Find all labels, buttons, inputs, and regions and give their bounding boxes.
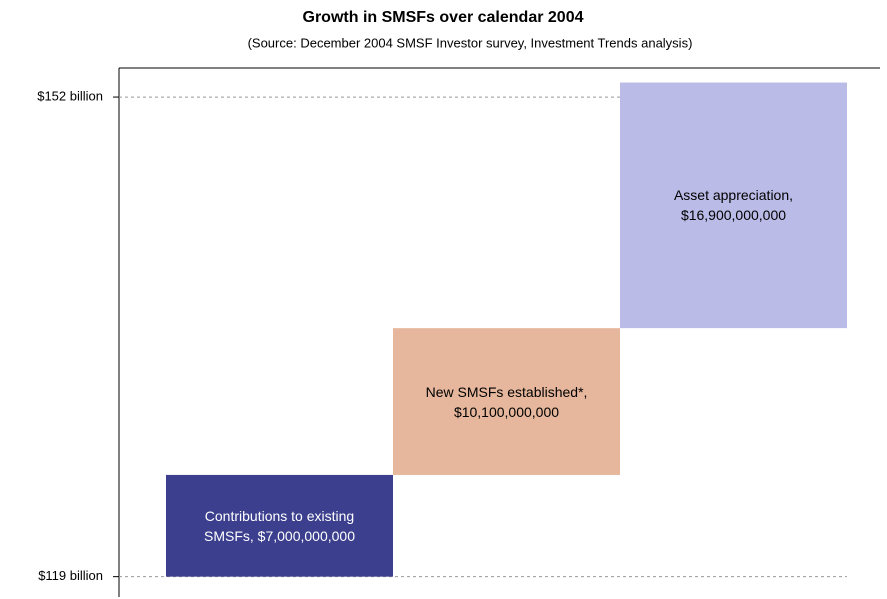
bar-label-box: Contributions to existing SMSFs, $7,000,… — [204, 507, 355, 544]
chart-subtitle: (Source: December 2004 SMSF Investor sur… — [248, 35, 693, 50]
y-tick-label: $119 billion — [38, 568, 103, 583]
bar — [166, 474, 393, 577]
bar — [620, 82, 847, 329]
bar-label: Contributions to existing SMSFs, $7,000,… — [204, 507, 355, 544]
bar — [393, 328, 620, 475]
bar-label-box: Asset appreciation, $16,900,000,000 — [673, 187, 794, 224]
y-tick-label: $152 billion — [37, 89, 103, 104]
bar-label: New SMSFs established*, $10,100,000,000 — [425, 383, 588, 420]
bar-label: Asset appreciation, $16,900,000,000 — [673, 187, 794, 224]
chart-title: Growth in SMSFs over calendar 2004 — [303, 9, 584, 26]
bar-label-box: New SMSFs established*, $10,100,000,000 — [425, 383, 588, 420]
